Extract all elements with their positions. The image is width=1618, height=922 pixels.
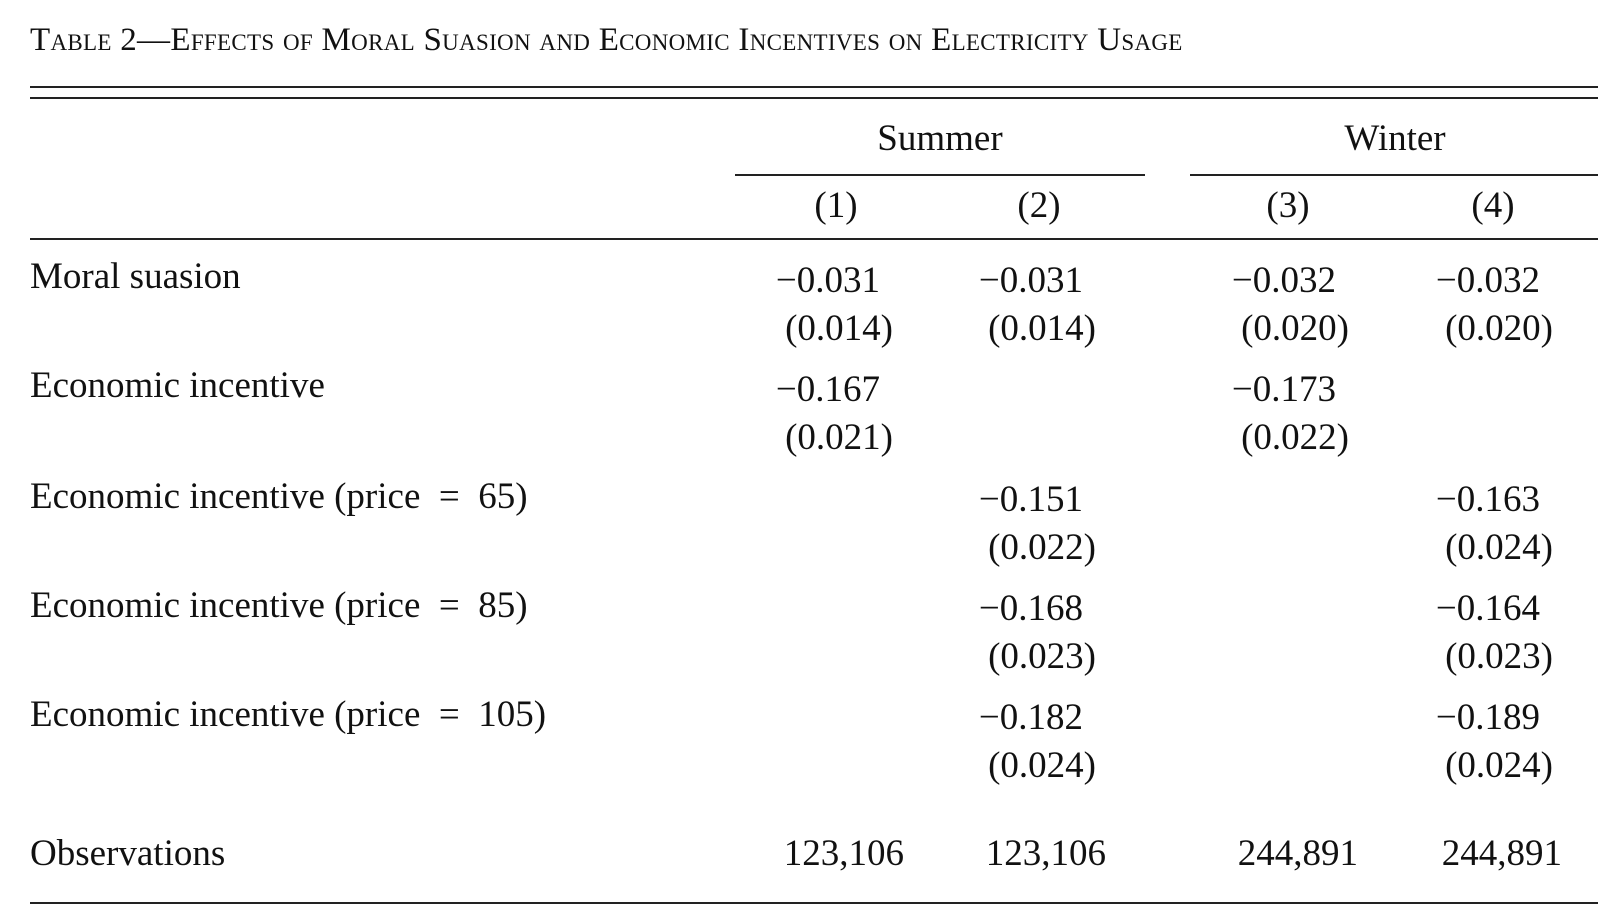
se-cell: (0.024)	[1445, 527, 1553, 568]
column-header-2: (2)	[1017, 185, 1061, 226]
se-cell: (0.023)	[988, 636, 1096, 677]
column-header-3: (3)	[1266, 185, 1310, 226]
bottom-rule	[30, 902, 1598, 904]
observations-cell: 244,891	[1441, 833, 1562, 874]
header-rule	[30, 238, 1598, 240]
observations-cell: 244,891	[1237, 833, 1358, 874]
se-cell: (0.024)	[988, 745, 1096, 786]
coef-cell: −0.173	[1231, 369, 1336, 410]
se-cell: (0.023)	[1445, 636, 1553, 677]
row-label-price-105: Economic incentive (price = 105)	[30, 694, 547, 735]
coef-cell: −0.164	[1435, 588, 1540, 629]
coef-cell: −0.168	[978, 588, 1083, 629]
row-label-observations: Observations	[30, 833, 226, 874]
coef-cell: −0.182	[978, 697, 1083, 738]
se-cell: (0.024)	[1445, 745, 1553, 786]
coef-cell: −0.163	[1435, 479, 1540, 520]
se-cell: (0.020)	[1445, 308, 1553, 349]
se-cell: (0.021)	[785, 417, 893, 458]
table-title: Table 2—Effects of Moral Suasion and Eco…	[30, 22, 1183, 58]
row-label-price-85: Economic incentive (price = 85)	[30, 585, 528, 626]
column-header-4: (4)	[1471, 185, 1515, 226]
column-header-1: (1)	[814, 185, 858, 226]
coef-cell: −0.167	[775, 369, 880, 410]
se-cell: (0.020)	[1241, 308, 1349, 349]
summer-underline	[735, 174, 1145, 176]
top-rule-1	[30, 86, 1598, 88]
group-header-winter: Winter	[1344, 118, 1446, 159]
se-cell: (0.022)	[988, 527, 1096, 568]
row-label-moral-suasion: Moral suasion	[30, 256, 241, 297]
group-header-summer: Summer	[877, 118, 1003, 159]
coef-cell: −0.151	[978, 479, 1083, 520]
observations-cell: 123,106	[783, 833, 904, 874]
top-rule-2	[30, 97, 1598, 99]
se-cell: (0.014)	[785, 308, 893, 349]
winter-underline	[1190, 174, 1598, 176]
coef-cell: −0.189	[1435, 697, 1540, 738]
se-cell: (0.022)	[1241, 417, 1349, 458]
coef-cell: −0.032	[1231, 260, 1336, 301]
se-cell: (0.014)	[988, 308, 1096, 349]
coef-cell: −0.031	[978, 260, 1083, 301]
observations-cell: 123,106	[985, 833, 1106, 874]
coef-cell: −0.032	[1435, 260, 1540, 301]
row-label-price-65: Economic incentive (price = 65)	[30, 476, 528, 517]
coef-cell: −0.031	[775, 260, 880, 301]
row-label-economic-incentive: Economic incentive	[30, 365, 325, 406]
